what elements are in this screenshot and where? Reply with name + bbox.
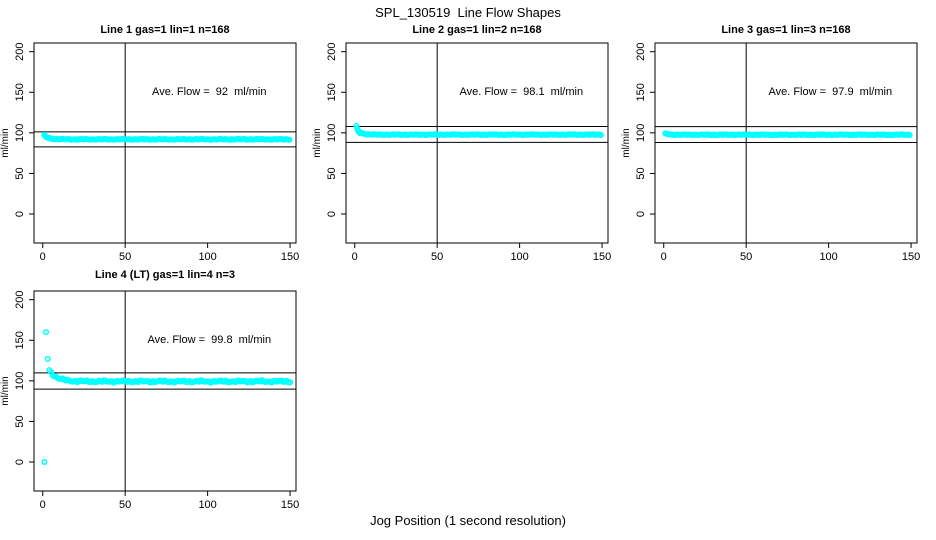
- panel-1-ave-flow-annotation: Ave. Flow = 92 ml/min: [152, 86, 267, 99]
- y-tick-label: 200: [14, 291, 26, 309]
- x-tick-label: 0: [352, 251, 358, 263]
- x-axis-title: Jog Position (1 second resolution): [370, 513, 566, 528]
- y-tick-label: 150: [14, 331, 26, 349]
- y-tick-label: 0: [326, 211, 338, 217]
- panel-2-title: Line 2 gas=1 lin=2 n=168: [412, 24, 542, 36]
- panel-3-title: Line 3 gas=1 lin=3 n=168: [721, 24, 851, 36]
- y-axis-name: ml/min: [621, 128, 632, 157]
- y-tick-label: 0: [635, 211, 647, 217]
- data-point: [44, 355, 51, 362]
- x-tick-label: 150: [281, 499, 299, 511]
- data-point: [42, 329, 50, 336]
- x-tick-label: 150: [593, 251, 611, 263]
- data-point: [41, 458, 48, 466]
- x-tick-label: 0: [40, 499, 46, 511]
- y-axis-name: ml/min: [0, 128, 11, 157]
- y-tick-label: 100: [326, 124, 338, 142]
- plot-box: [33, 290, 297, 492]
- y-tick-label: 50: [14, 415, 26, 427]
- y-tick-label: 50: [14, 167, 26, 179]
- x-tick-label: 50: [119, 251, 131, 263]
- x-tick-label: 50: [740, 251, 752, 263]
- y-tick-label: 100: [14, 124, 26, 142]
- y-tick-label: 200: [635, 43, 647, 61]
- y-tick-label: 0: [14, 211, 26, 217]
- figure-title: SPL_130519 Line Flow Shapes: [375, 5, 561, 20]
- y-axis-name: ml/min: [0, 376, 11, 405]
- y-tick-label: 100: [635, 124, 647, 142]
- y-tick-label: 100: [14, 372, 26, 390]
- x-tick-label: 100: [819, 251, 837, 263]
- x-tick-label: 100: [198, 251, 216, 263]
- x-tick-label: 0: [661, 251, 667, 263]
- panel-4-ave-flow-annotation: Ave. Flow = 99.8 ml/min: [147, 334, 272, 347]
- y-tick-label: 200: [326, 43, 338, 61]
- data-point: [906, 132, 913, 139]
- x-tick-label: 50: [119, 499, 131, 511]
- y-tick-label: 50: [635, 167, 647, 179]
- data-point: [287, 379, 294, 386]
- data-point: [286, 136, 293, 143]
- y-tick-label: 200: [14, 43, 26, 61]
- y-tick-label: 0: [14, 459, 26, 465]
- x-tick-label: 150: [281, 251, 299, 263]
- y-tick-label: 150: [635, 83, 647, 101]
- plot-box: [345, 42, 609, 244]
- y-tick-label: 150: [326, 83, 338, 101]
- x-tick-label: 150: [902, 251, 920, 263]
- x-tick-label: 50: [431, 251, 443, 263]
- panel-4-title: Line 4 (LT) gas=1 lin=4 n=3: [94, 269, 236, 281]
- plot-box: [654, 42, 918, 244]
- y-tick-label: 150: [14, 83, 26, 101]
- panel-1-title: Line 1 gas=1 lin=1 n=168: [100, 24, 230, 36]
- x-tick-label: 0: [40, 251, 46, 263]
- data-point: [597, 131, 604, 139]
- panel-2-ave-flow-annotation: Ave. Flow = 98.1 ml/min: [459, 86, 584, 99]
- x-tick-label: 100: [198, 499, 216, 511]
- panel-3-ave-flow-annotation: Ave. Flow = 97.9 ml/min: [768, 86, 893, 99]
- x-tick-label: 100: [510, 251, 528, 263]
- y-axis-name: ml/min: [312, 128, 323, 157]
- y-tick-label: 50: [326, 167, 338, 179]
- plot-box: [33, 42, 297, 244]
